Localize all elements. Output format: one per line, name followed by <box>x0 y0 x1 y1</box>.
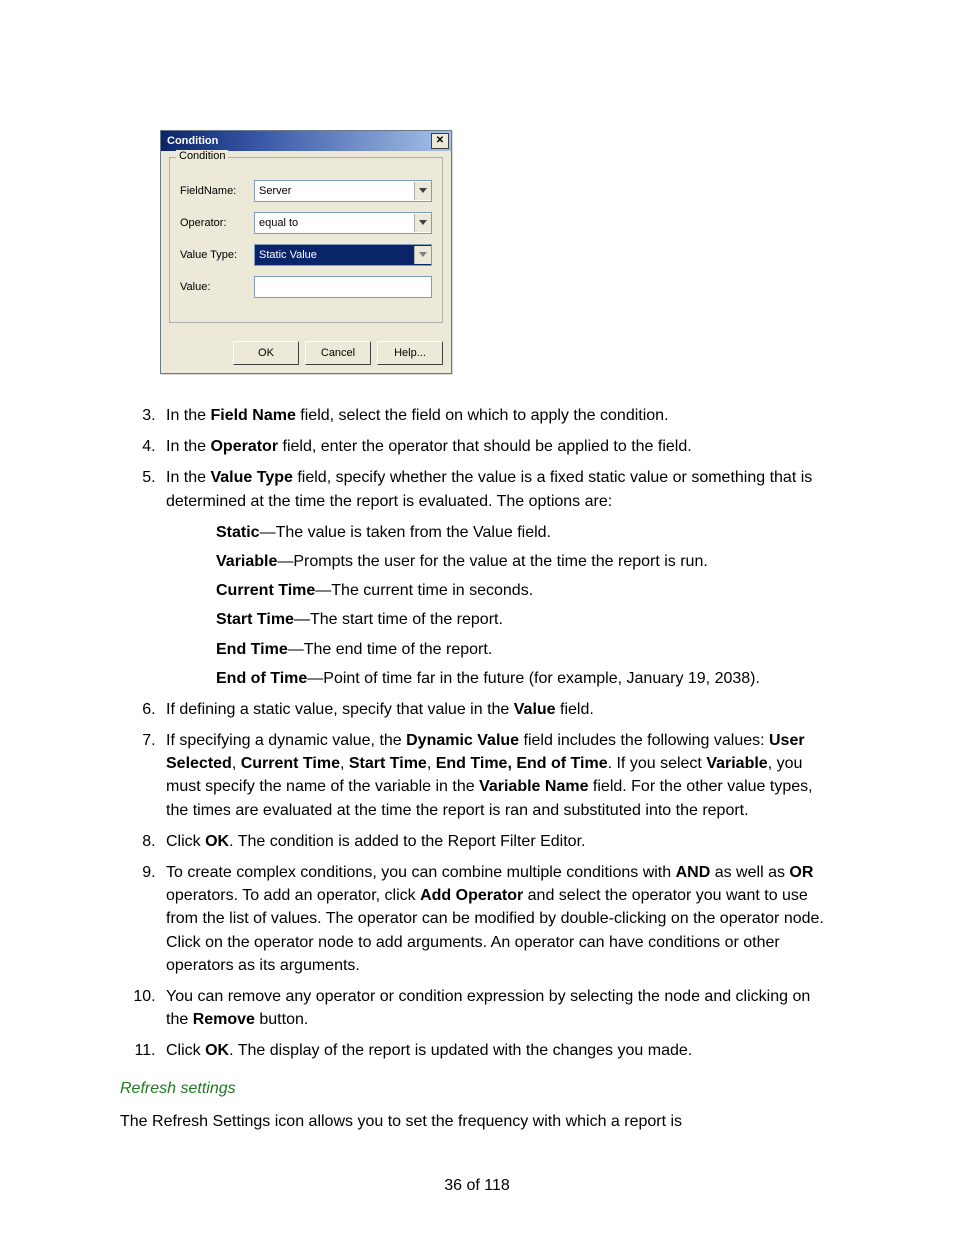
operator-label: Operator: <box>180 217 254 229</box>
valuetype-combo[interactable]: Static Value <box>254 244 432 266</box>
page-number: 36 of 118 <box>0 1177 954 1195</box>
steps-list: In the Field Name field, select the fiel… <box>120 404 834 1063</box>
refresh-settings-para: The Refresh Settings icon allows you to … <box>120 1110 834 1133</box>
valuetype-label: Value Type: <box>180 249 254 261</box>
condition-groupbox: Condition FieldName: Server Operator: eq… <box>169 157 443 323</box>
dialog-title: Condition <box>167 135 218 147</box>
help-button[interactable]: Help... <box>377 341 443 365</box>
fieldname-label: FieldName: <box>180 185 254 197</box>
cancel-button[interactable]: Cancel <box>305 341 371 365</box>
step-9: To create complex conditions, you can co… <box>160 861 834 977</box>
chevron-down-icon <box>414 246 431 264</box>
value-type-defs: Static—The value is taken from the Value… <box>216 521 834 690</box>
step-8: Click OK. The condition is added to the … <box>160 830 834 853</box>
step-3: In the Field Name field, select the fiel… <box>160 404 834 427</box>
step-10: You can remove any operator or condition… <box>160 985 834 1031</box>
groupbox-label: Condition <box>176 150 228 162</box>
refresh-settings-heading: Refresh settings <box>120 1077 834 1100</box>
chevron-down-icon <box>414 214 431 232</box>
value-input[interactable] <box>254 276 432 298</box>
step-6: If defining a static value, specify that… <box>160 698 834 721</box>
valuetype-value: Static Value <box>259 249 317 261</box>
step-5: In the Value Type field, specify whether… <box>160 466 834 690</box>
document-body: In the Field Name field, select the fiel… <box>120 404 834 1133</box>
operator-value: equal to <box>259 217 298 229</box>
step-4: In the Operator field, enter the operato… <box>160 435 834 458</box>
value-label: Value: <box>180 281 254 293</box>
step-7: If specifying a dynamic value, the Dynam… <box>160 729 834 822</box>
chevron-down-icon <box>414 182 431 200</box>
ok-button[interactable]: OK <box>233 341 299 365</box>
dialog-titlebar: Condition ✕ <box>161 131 451 151</box>
operator-combo[interactable]: equal to <box>254 212 432 234</box>
condition-dialog: Condition ✕ Condition FieldName: Server … <box>160 130 452 374</box>
fieldname-value: Server <box>259 185 291 197</box>
step-11: Click OK. The display of the report is u… <box>160 1039 834 1062</box>
close-icon[interactable]: ✕ <box>431 133 449 149</box>
fieldname-combo[interactable]: Server <box>254 180 432 202</box>
